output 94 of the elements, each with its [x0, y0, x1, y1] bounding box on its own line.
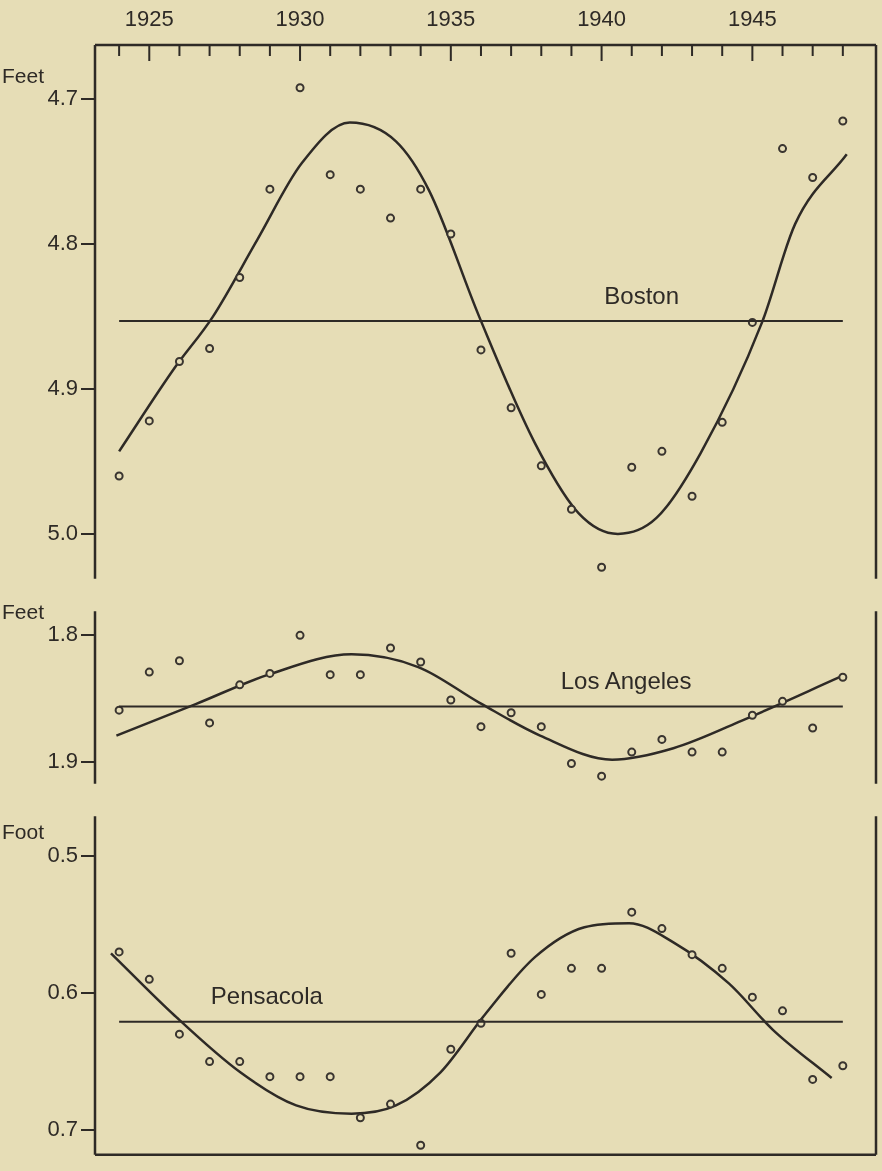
- point: [566, 504, 576, 514]
- point: [386, 213, 396, 223]
- y-tick-label: 4.7: [47, 85, 78, 111]
- point: [446, 1044, 456, 1054]
- x-tick-label: 1935: [426, 5, 476, 31]
- point: [265, 1072, 275, 1082]
- point: [174, 1029, 184, 1039]
- point: [778, 1006, 788, 1016]
- point: [476, 722, 486, 732]
- point: [778, 144, 788, 154]
- point: [627, 462, 637, 472]
- point: [717, 747, 727, 757]
- y-tick-label: 4.9: [47, 375, 78, 401]
- point: [235, 680, 245, 690]
- y-tick-label: 1.8: [47, 621, 78, 647]
- point: [536, 461, 546, 471]
- point: [295, 83, 305, 93]
- point: [446, 229, 456, 239]
- point: [355, 670, 365, 680]
- point: [627, 907, 637, 917]
- ref-line-label: Pensacola: [210, 982, 324, 1010]
- point: [235, 1057, 245, 1067]
- point: [325, 170, 335, 180]
- x-tick-label: 1925: [124, 5, 174, 31]
- point: [205, 343, 215, 353]
- point: [657, 924, 667, 934]
- point: [205, 1057, 215, 1067]
- point: [265, 668, 275, 678]
- line-series: [117, 121, 848, 536]
- point: [506, 708, 516, 718]
- point: [597, 963, 607, 973]
- point: [506, 403, 516, 413]
- point: [627, 747, 637, 757]
- y-axis-title: Foot: [2, 820, 45, 844]
- point: [476, 345, 486, 355]
- point: [838, 1061, 848, 1071]
- point: [597, 771, 607, 781]
- point: [566, 758, 576, 768]
- point: [114, 471, 124, 481]
- point: [386, 643, 396, 653]
- point: [536, 722, 546, 732]
- point: [144, 416, 154, 426]
- point: [174, 357, 184, 367]
- point: [717, 963, 727, 973]
- point: [205, 718, 215, 728]
- point: [416, 657, 426, 667]
- point: [416, 1140, 426, 1150]
- y-tick-label: 4.8: [47, 230, 78, 256]
- point: [295, 630, 305, 640]
- point: [174, 656, 184, 666]
- ref-line-label: Boston: [604, 281, 680, 309]
- point: [295, 1072, 305, 1082]
- point: [747, 992, 757, 1002]
- point: [657, 734, 667, 744]
- point: [838, 672, 848, 682]
- point: [687, 491, 697, 501]
- point: [265, 184, 275, 194]
- ref-line-label: Los Angeles: [560, 667, 692, 695]
- point: [747, 710, 757, 720]
- point: [808, 723, 818, 733]
- point: [355, 184, 365, 194]
- y-tick-label: 0.5: [47, 842, 78, 868]
- point: [687, 747, 697, 757]
- y-tick-label: 0.7: [47, 1116, 78, 1142]
- point: [355, 1113, 365, 1123]
- x-tick-label: 1930: [275, 5, 325, 31]
- point: [325, 670, 335, 680]
- y-tick-label: 1.9: [47, 748, 78, 774]
- point: [597, 562, 607, 572]
- point: [778, 696, 788, 706]
- y-tick-label: 5.0: [47, 519, 78, 545]
- point: [808, 1074, 818, 1084]
- y-tick-label: 0.6: [47, 979, 78, 1005]
- point: [446, 695, 456, 705]
- point: [325, 1072, 335, 1082]
- point: [657, 446, 667, 456]
- point: [808, 173, 818, 183]
- point: [416, 184, 426, 194]
- point: [386, 1099, 396, 1109]
- y-axis-title: Feet: [2, 599, 45, 623]
- point: [144, 667, 154, 677]
- point: [235, 273, 245, 282]
- point: [144, 974, 154, 984]
- point: [114, 947, 124, 957]
- y-axis-title: Feet: [2, 63, 45, 87]
- x-tick-label: 1940: [577, 5, 627, 31]
- point: [506, 948, 516, 958]
- point: [838, 116, 848, 126]
- x-tick-label: 1945: [727, 5, 777, 31]
- point: [114, 705, 124, 715]
- point: [687, 950, 697, 960]
- point: [717, 417, 727, 427]
- point: [536, 989, 546, 999]
- point: [566, 963, 576, 973]
